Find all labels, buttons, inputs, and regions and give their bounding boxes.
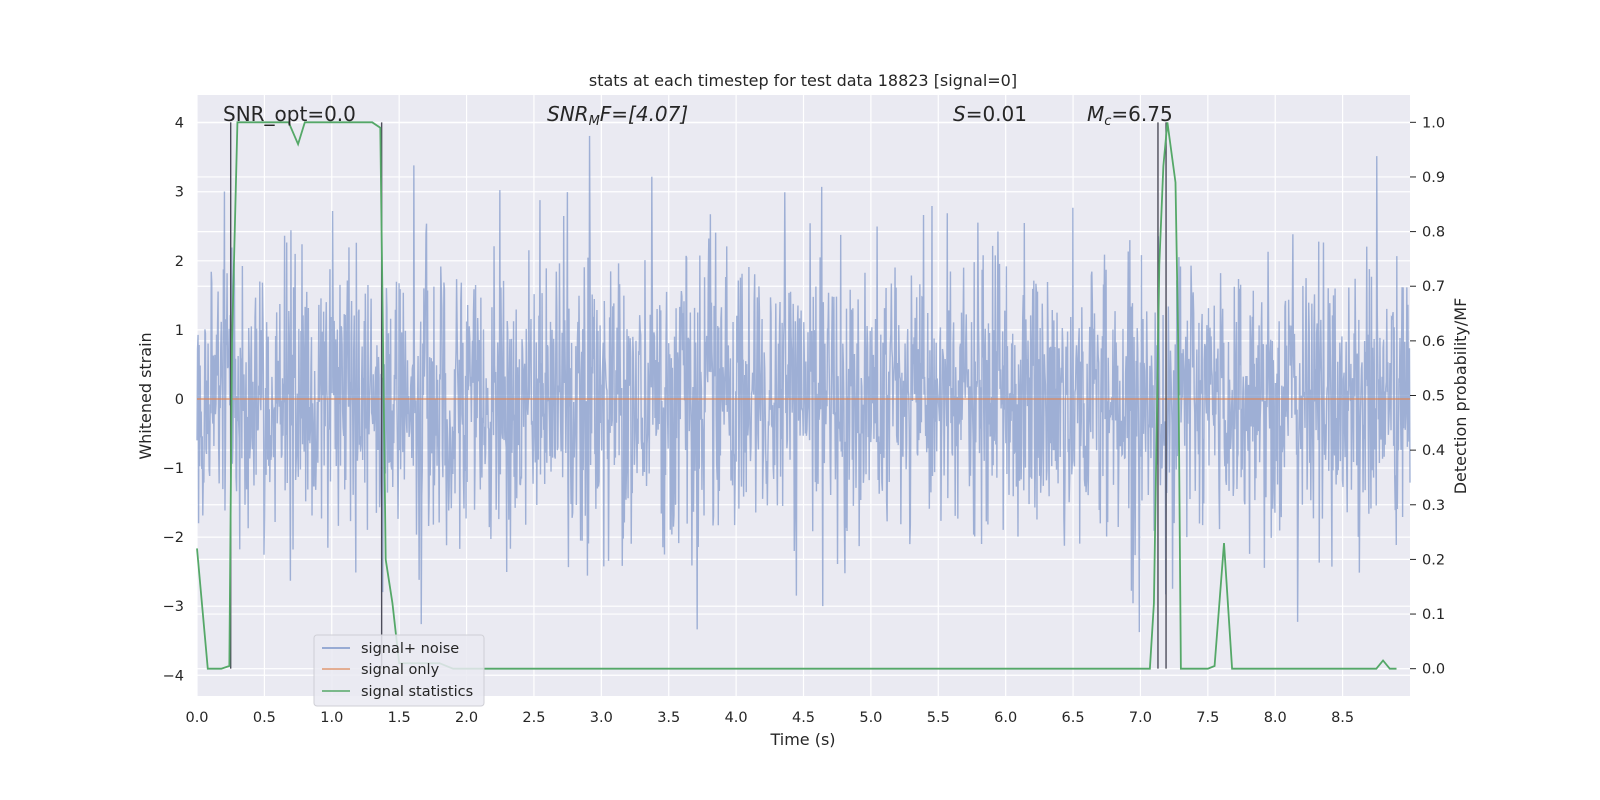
x-tick-label: 3.5 (657, 710, 680, 726)
y-tick-label: 4 (175, 116, 184, 132)
annotation-s-value: =0.01 (966, 102, 1027, 126)
x-tick-label: 0.5 (253, 710, 276, 726)
y2-tick-label: 0.8 (1422, 225, 1445, 241)
y2-axis-label: Detection probability/MF (1451, 298, 1470, 495)
x-tick-label: 7.0 (1129, 710, 1152, 726)
legend-box (313, 634, 485, 707)
y2-tick-label: 0.0 (1422, 662, 1445, 678)
x-tick-label: 2.5 (522, 710, 545, 726)
y2-tick-label: 0.4 (1422, 443, 1445, 459)
x-tick-label: 1.5 (388, 710, 411, 726)
annotation-s: S=0.01 (953, 102, 1027, 126)
x-tick-label: 0.0 (185, 710, 208, 726)
signal-statistics-line (196, 121, 1397, 670)
y2-tick-label: 0.9 (1422, 170, 1445, 186)
legend: signal+ noise signal only signal statist… (313, 634, 485, 707)
y-tick-label: 3 (175, 185, 184, 201)
y2-tick-label: 0.3 (1422, 498, 1445, 514)
chart-title: stats at each timestep for test data 188… (589, 71, 1017, 90)
x-tick-label: 1.0 (320, 710, 343, 726)
x-tick-labels: 0.0 0.5 1.0 1.5 2.0 2.5 3.0 3.5 4.0 4.5 5.0 5.5 6.0 6… (185, 710, 1354, 726)
legend-label-signal-statistics: signal statistics (361, 684, 473, 700)
x-tick-label: 4.5 (792, 710, 815, 726)
y-tick-label: −2 (163, 530, 184, 546)
annotation-snr-opt: SNR_opt=0.0 (223, 102, 356, 126)
x-tick-label: 3.0 (590, 710, 613, 726)
y2-tick-label: 0.6 (1422, 334, 1445, 350)
y2-tick-label: 0.1 (1422, 607, 1445, 623)
x-tick-label: 8.0 (1264, 710, 1287, 726)
y-tick-label: −4 (163, 668, 184, 684)
y-tick-label: 1 (175, 323, 184, 339)
annotation-snr-mf-subscript: M (589, 114, 600, 129)
y-tick-label: 2 (175, 254, 184, 270)
y-tick-label: 0 (175, 392, 184, 408)
legend-label-signal-only: signal only (361, 662, 440, 678)
y2-tick-label: 0.7 (1422, 279, 1445, 295)
signal-plus-noise-line (196, 135, 1411, 633)
annotation-snr-mf-symbol: SNR (547, 102, 589, 126)
annotation-mc-value: =6.75 (1111, 102, 1172, 126)
annotation-mc-symbol: M (1087, 102, 1104, 126)
y-tick-label: −3 (163, 599, 184, 615)
legend-label-signal-plus-noise: signal+ noise (361, 641, 459, 657)
y-axis-label: Whitened strain (136, 332, 155, 459)
annotation-mc-subscript: c (1104, 114, 1111, 129)
x-tick-label: 5.0 (859, 710, 882, 726)
y2-tick-labels: 1.0 0.9 0.8 0.7 0.6 0.5 0.4 0.3 0.2 0.1 0.0 (1410, 115, 1445, 678)
x-axis-label: Time (s) (769, 730, 835, 749)
x-tick-label: 2.0 (455, 710, 478, 726)
y-tick-labels: 4 3 2 1 0 −1 −2 −3 −4 (163, 116, 184, 685)
x-tick-label: 6.5 (1062, 710, 1085, 726)
y2-tick-label: 0.5 (1422, 389, 1445, 405)
x-tick-label: 8.5 (1331, 710, 1354, 726)
x-tick-label: 4.0 (725, 710, 748, 726)
y2-tick-label: 0.2 (1422, 552, 1445, 568)
x-tick-label: 6.0 (994, 710, 1017, 726)
signal-plus-noise-series (196, 135, 1411, 633)
y-tick-label: −1 (163, 461, 184, 477)
annotation-snr-mf: SNRMF=[4.07] (547, 102, 688, 129)
annotation-mc: Mc=6.75 (1087, 102, 1173, 129)
annotation-snr-mf-value: F=[4.07] (600, 102, 688, 126)
signal-statistics-series (196, 121, 1397, 670)
y2-tick-label: 1.0 (1422, 115, 1445, 131)
x-tick-label: 5.5 (927, 710, 950, 726)
annotation-s-symbol: S (953, 102, 966, 126)
x-tick-label: 7.5 (1196, 710, 1219, 726)
